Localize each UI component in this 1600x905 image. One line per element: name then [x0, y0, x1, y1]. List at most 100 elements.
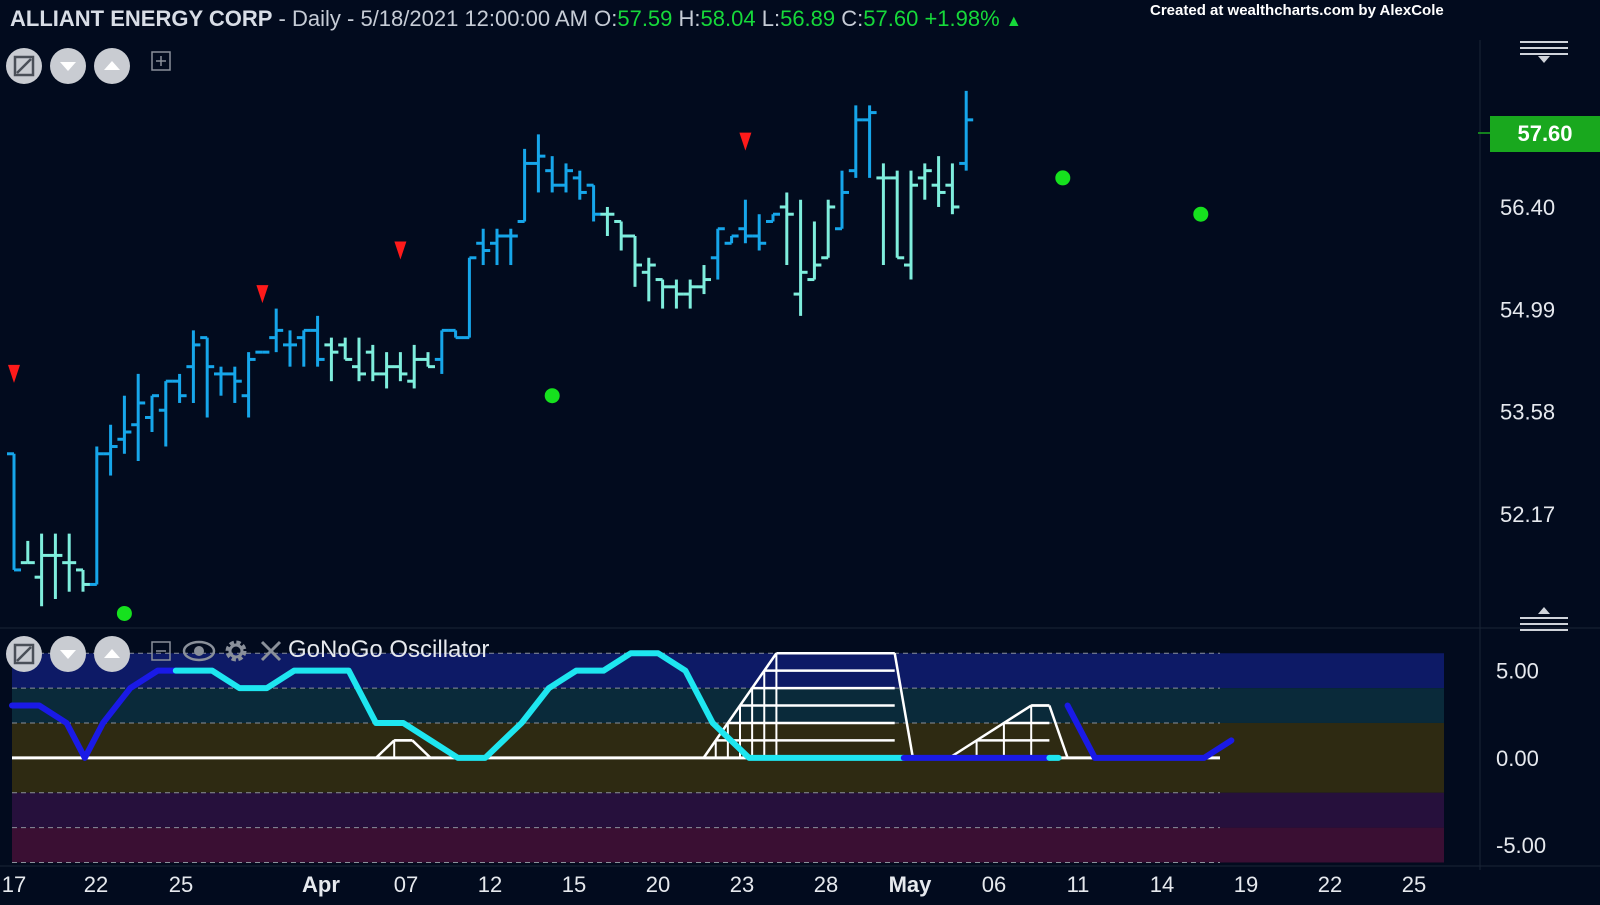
ohlc-bar — [214, 366, 228, 396]
oscillator-band — [12, 653, 1444, 689]
go-dot-marker — [1055, 170, 1071, 186]
chevron-up-icon[interactable] — [94, 636, 130, 672]
menu-lines-icon[interactable] — [1520, 607, 1568, 631]
gear-icon[interactable] — [222, 637, 250, 665]
ohlc-bar — [407, 344, 422, 389]
ohlc-bar — [89, 446, 104, 586]
x-tick-label: 15 — [562, 872, 586, 897]
down-arrow-marker — [739, 132, 752, 151]
ohlc-bar — [876, 163, 891, 266]
x-tick-label: 25 — [169, 872, 193, 897]
ohlc-bar — [531, 134, 546, 193]
ohlc-bar — [572, 170, 587, 200]
down-arrow-marker — [394, 241, 407, 260]
minus-icon[interactable] — [150, 640, 172, 662]
eye-icon[interactable] — [182, 638, 216, 664]
go-dot-marker — [1193, 206, 1209, 222]
ohlc-bar — [103, 424, 118, 476]
price-tick-label: 56.40 — [1500, 195, 1555, 220]
ohlc-bar — [559, 163, 573, 193]
ohlc-bar — [117, 395, 132, 454]
ohlc-bar — [448, 328, 463, 340]
x-tick-label: 20 — [646, 872, 670, 897]
ohlc-bar — [490, 228, 504, 266]
down-arrow-marker — [8, 364, 20, 383]
x-tick-label: 11 — [1067, 872, 1090, 897]
go-dot-marker — [116, 605, 132, 621]
ohlc-bar — [586, 183, 601, 222]
ohlc-bar — [434, 328, 449, 374]
x-tick-label: 12 — [478, 872, 502, 897]
ohlc-bar — [227, 366, 242, 403]
ohlc-bar — [34, 533, 49, 607]
ohlc-bar — [310, 315, 325, 367]
oscillator-line — [172, 650, 907, 761]
down-arrow-marker — [256, 285, 269, 304]
close-icon[interactable] — [258, 638, 284, 664]
x-tick-label: May — [889, 872, 933, 897]
high-value: 58.04 — [700, 6, 756, 31]
chevron-down-icon[interactable] — [50, 636, 86, 672]
ohlc-bar — [752, 214, 767, 251]
ohlc-bar — [710, 227, 725, 280]
plus-icon[interactable] — [150, 50, 172, 72]
ohlc-bar — [296, 328, 311, 367]
x-tick-label: 25 — [1402, 872, 1426, 897]
ohlc-bar — [352, 337, 366, 382]
credit-text: Created at wealthcharts.com by AlexCole — [1150, 2, 1444, 19]
x-tick-label: 23 — [730, 872, 754, 897]
ohlc-bar — [931, 156, 946, 207]
ohlc-bar — [959, 90, 974, 171]
ohlc-bar — [324, 337, 339, 382]
x-tick-label: 07 — [394, 872, 418, 897]
symbol-name: ALLIANT ENERGY CORP — [10, 6, 273, 31]
ohlc-bar — [517, 148, 532, 223]
ohlc-bar — [821, 199, 836, 260]
ohlc-bar — [835, 170, 849, 231]
ohlc-bar — [131, 373, 146, 462]
current-price-tag: 57.60 — [1490, 116, 1600, 152]
oscillator-tick-label: 0.00 — [1496, 746, 1539, 771]
ohlc-bar — [379, 352, 394, 389]
ohlc-bar — [807, 221, 822, 282]
ohlc-bar — [904, 170, 918, 280]
ohlc-bar — [62, 533, 77, 592]
ohlc-bar — [862, 105, 877, 178]
ohlc-bar — [890, 170, 905, 260]
menu-lines-icon[interactable] — [1520, 41, 1568, 63]
ohlc-bar — [848, 105, 863, 178]
oscillator-band — [12, 827, 1444, 863]
x-tick-label: 19 — [1234, 872, 1258, 897]
ohlc-bar — [421, 352, 435, 369]
collapse-icon[interactable] — [6, 48, 42, 84]
ohlc-bar — [614, 219, 629, 251]
price-tick-label: 54.99 — [1500, 297, 1555, 322]
ohlc-bar — [683, 279, 698, 309]
chevron-up-icon[interactable] — [94, 48, 130, 84]
pyramid-edge — [375, 739, 396, 759]
ohlc-bar — [283, 330, 297, 367]
chart-header: ALLIANT ENERGY CORP - Daily - 5/18/2021 … — [10, 6, 1022, 31]
collapse-icon[interactable] — [6, 636, 42, 672]
ohlc-bar — [172, 373, 187, 403]
x-tick-label: 14 — [1150, 872, 1174, 897]
pyramid-edge — [702, 652, 778, 759]
ohlc-bar — [793, 199, 808, 316]
ohlc-bar — [738, 199, 753, 244]
ohlc-bar — [186, 330, 201, 403]
ohlc-bar — [628, 234, 642, 287]
x-tick-label: 28 — [814, 872, 838, 897]
ohlc-bar — [476, 228, 491, 266]
ohlc-bar — [241, 352, 256, 418]
oscillator-title: GoNoGo Oscillator — [288, 636, 490, 663]
pyramid-edge — [1048, 705, 1069, 759]
chevron-down-icon[interactable] — [50, 48, 86, 84]
ohlc-bar — [724, 234, 739, 245]
close-value: 57.60 — [863, 6, 919, 31]
low-value: 56.89 — [780, 6, 836, 31]
pyramid-edge — [948, 704, 1032, 759]
ohlc-bar — [48, 533, 63, 599]
oscillator-tick-label: 5.00 — [1496, 659, 1539, 684]
ohlc-bar — [917, 163, 932, 200]
